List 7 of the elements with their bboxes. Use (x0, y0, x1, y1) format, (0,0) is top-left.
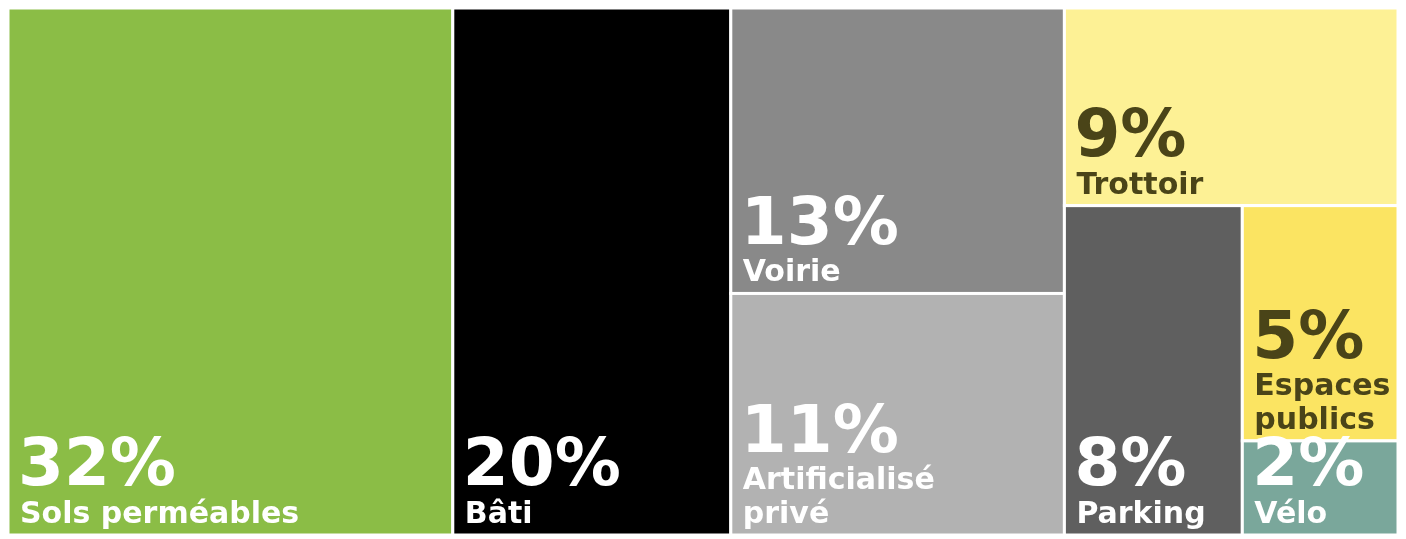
category-label: Trottoir (1076, 165, 1204, 201)
category-label: Parking (1076, 495, 1206, 530)
category-label: Sols perméables (20, 495, 300, 530)
category-label: Voirie (742, 253, 841, 289)
data-label: 5% (1252, 296, 1365, 374)
category-label: Vélo (1254, 495, 1328, 530)
category-label: Artificialisé privé (742, 461, 935, 530)
